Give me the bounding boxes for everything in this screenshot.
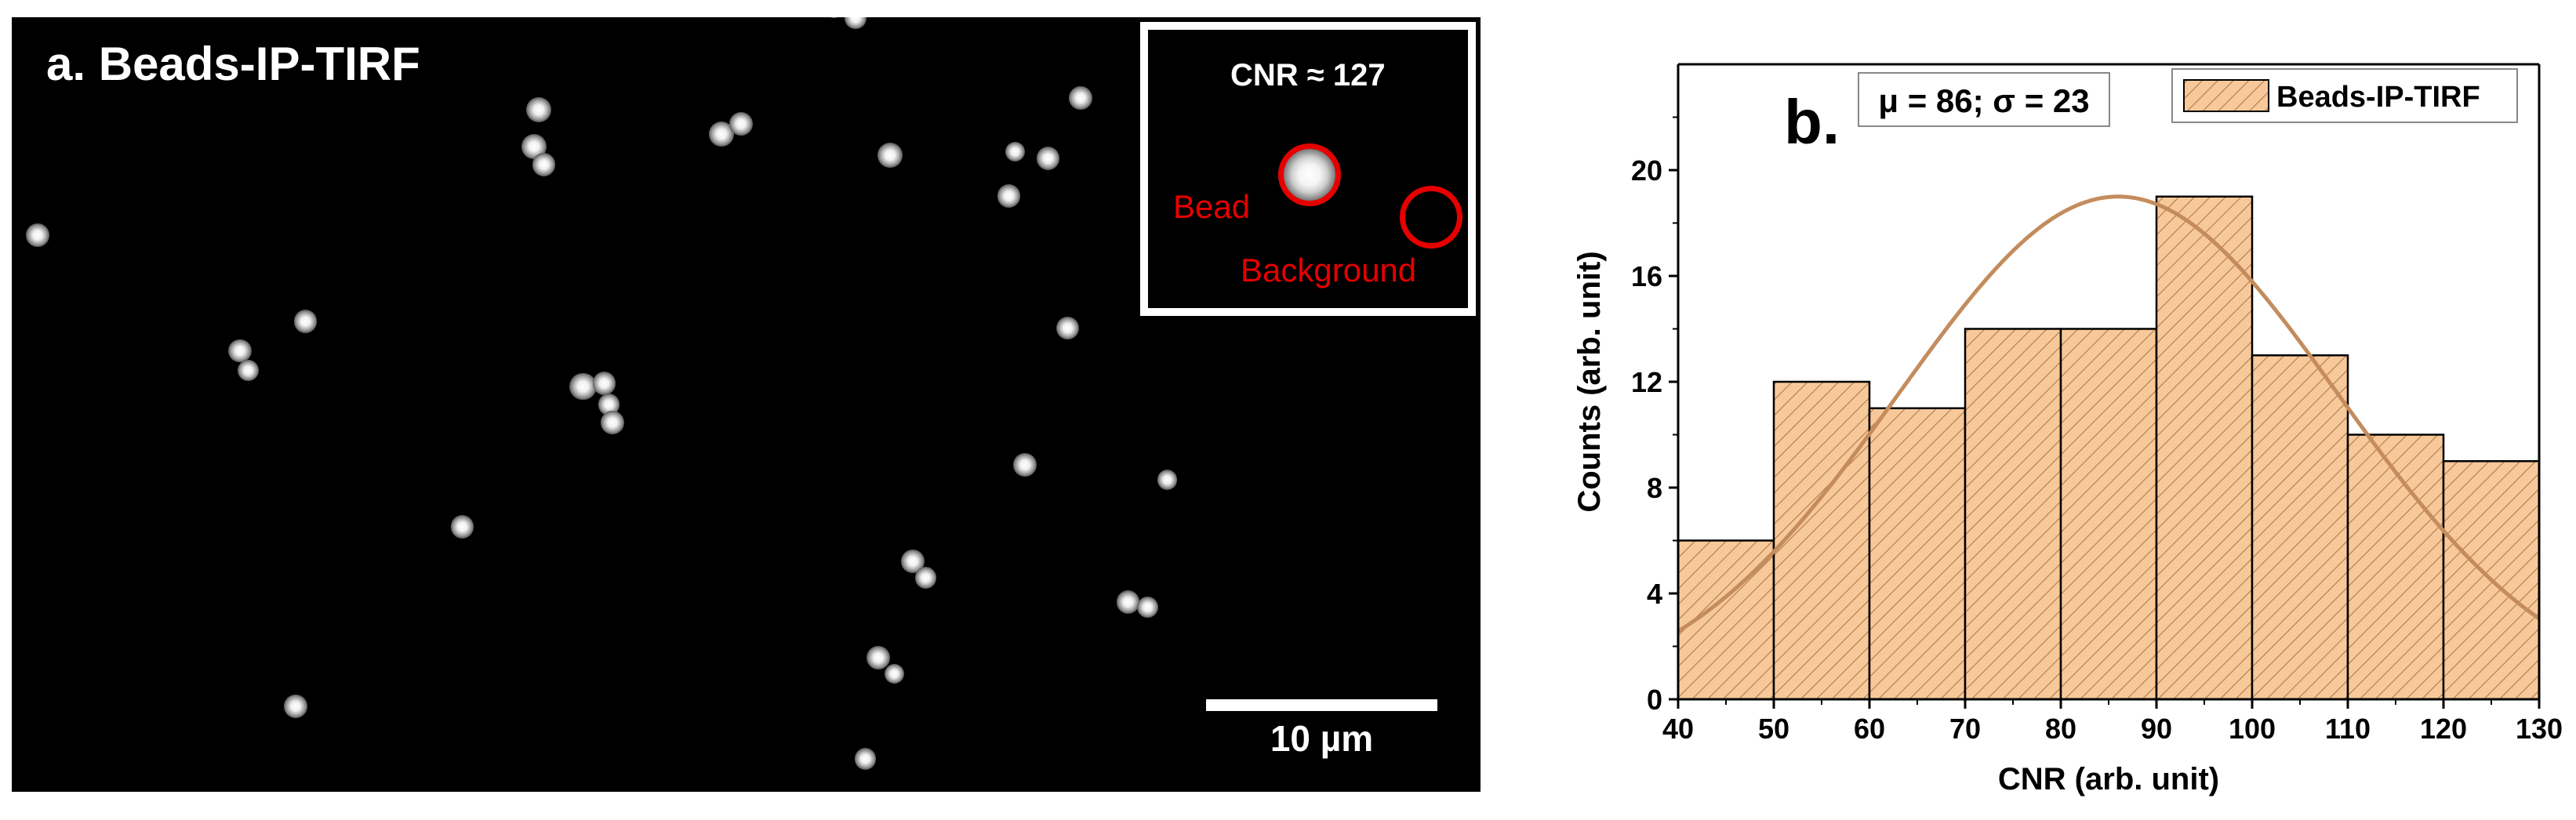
background-ring: [1400, 186, 1462, 249]
stats-box: μ = 86; σ = 23: [1858, 72, 2110, 127]
bead-spot: [284, 695, 307, 719]
y-tick-label: 20: [1631, 154, 1662, 187]
bead-spot: [592, 372, 616, 396]
histogram-bar: [2059, 328, 2158, 701]
bead-spot: [450, 515, 474, 539]
x-tick-label: 100: [2229, 713, 2276, 745]
legend: Beads-IP-TIRF: [2171, 68, 2518, 123]
histogram-bar: [2155, 195, 2254, 701]
legend-swatch: [2183, 79, 2269, 112]
bead-spot: [877, 142, 903, 168]
x-tick-label: 60: [1854, 713, 1885, 745]
x-tick-label: 40: [1662, 713, 1694, 745]
scale-bar: [1206, 699, 1437, 711]
bead-spot: [1157, 470, 1177, 490]
bead-spot: [1116, 590, 1140, 614]
y-tick-label: 16: [1631, 260, 1662, 292]
bead-spot: [729, 112, 754, 136]
x-tick-label: 50: [1758, 713, 1789, 745]
x-tick-label: 110: [2325, 713, 2371, 745]
bead-spot: [1069, 86, 1092, 110]
bead-spot: [532, 153, 556, 177]
cnr-histogram: 40 50 60 70 80 90 100 110 120 130 0 4 8 12 16 20 CNR (…: [1572, 63, 2563, 796]
bead-spot: [600, 411, 624, 434]
axes: [1669, 63, 2541, 709]
histogram-bars: [1677, 195, 2541, 701]
x-tick-labels: 40 50 60 70 80 90 100 110 120 130: [1662, 713, 2563, 745]
histogram-bar: [2251, 354, 2349, 701]
x-tick-label: 130: [2516, 713, 2563, 745]
histogram-bar: [1868, 407, 1967, 701]
y-axis-label: Counts (arb. unit): [1572, 251, 1607, 512]
bead-spot: [526, 96, 552, 122]
bead-spot: [885, 664, 905, 684]
cnr-inset: CNR ≈ 127 Bead Background: [1140, 22, 1476, 316]
gaussian-fit-line: [1678, 194, 2539, 633]
microscopy-image: a. Beads-IP-TIRF CNR ≈ 127 Bead Backgrou…: [12, 17, 1481, 792]
histogram-bar: [1964, 328, 2062, 701]
x-tick-label: 90: [2141, 713, 2172, 745]
inset-cnr-value: CNR ≈ 127: [1230, 58, 1386, 93]
y-tick-label: 8: [1647, 472, 1662, 504]
bead-spot: [569, 373, 597, 401]
bead-spot: [914, 567, 937, 589]
y-tick-label: 12: [1631, 366, 1662, 398]
x-tick-label: 120: [2420, 713, 2467, 745]
x-tick-label: 70: [1949, 713, 1981, 745]
bead-spot: [824, 17, 845, 19]
bead-spot: [1136, 596, 1159, 618]
histogram-bar: [1772, 380, 1871, 701]
stats-annotation: μ = 86; σ = 23: [1878, 82, 2089, 119]
bead-label: Bead: [1173, 188, 1251, 225]
y-tick-labels: 0 4 8 12 16 20: [1631, 154, 1662, 716]
bead-spot: [1013, 453, 1037, 477]
bead-spot: [1055, 316, 1080, 340]
bead-spot: [1005, 142, 1026, 162]
panel-b-label: b.: [1784, 87, 1840, 157]
y-tick-label: 4: [1647, 578, 1662, 610]
x-axis-label: CNR (arb. unit): [1998, 762, 2219, 796]
x-tick-label: 80: [2045, 713, 2076, 745]
scale-bar-label: 10 µm: [1270, 718, 1374, 759]
panel-a-label: a. Beads-IP-TIRF: [46, 38, 420, 90]
bead-spot: [854, 748, 877, 770]
bead-spot: [26, 223, 50, 247]
bead-spot: [238, 359, 260, 382]
y-tick-label: 0: [1647, 684, 1662, 716]
bead-spot: [845, 17, 867, 29]
bead-spot: [997, 183, 1021, 208]
legend-label: Beads-IP-TIRF: [2276, 81, 2480, 114]
bead-spot: [1036, 147, 1060, 170]
background-label: Background: [1241, 252, 1417, 288]
bead-spot: [867, 645, 890, 669]
bead-ring: [1278, 143, 1341, 206]
bead-spot: [228, 339, 253, 363]
bead-spot: [293, 310, 318, 333]
